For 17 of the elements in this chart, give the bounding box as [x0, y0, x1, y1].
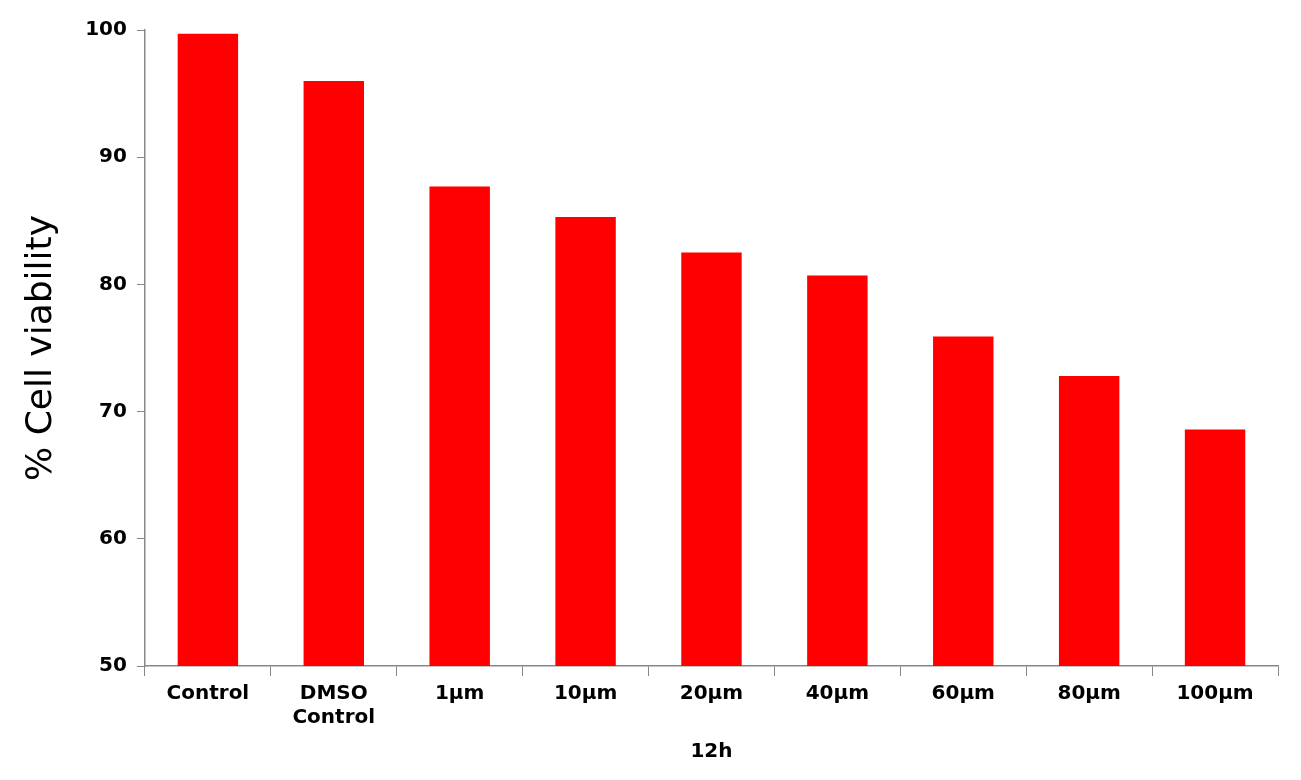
x-tick-label: 80µm [1057, 680, 1121, 705]
x-tick-label: Control [166, 680, 250, 705]
y-tick-label: 50 [99, 652, 127, 677]
y-tick-label: 100 [85, 16, 127, 41]
y-tick-label: 90 [99, 143, 127, 168]
x-axis-title: 12h [690, 738, 733, 763]
x-tick-label: 1µm [434, 680, 485, 705]
y-axis-title: % Cell viability [17, 214, 59, 482]
x-tick-label: 60µm [931, 680, 995, 705]
x-tick-label: DMSO Control [292, 680, 376, 729]
x-tick-label: 40µm [805, 680, 870, 705]
y-tick-label: 60 [99, 525, 127, 549]
y-tick-label: 70 [99, 397, 127, 422]
x-tick-label: 10µm [553, 680, 618, 705]
x-tick-label: 20µm [679, 680, 744, 705]
y-tick-label: 80 [99, 270, 127, 295]
x-tick-label: 100µm [1176, 680, 1254, 705]
